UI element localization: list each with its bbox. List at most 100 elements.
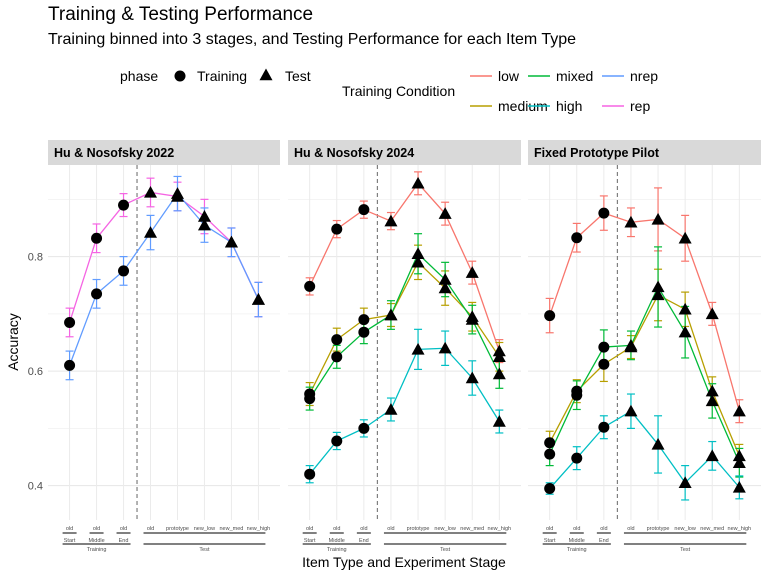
point-medium bbox=[651, 288, 665, 301]
facet-title: Hu & Nosofsky 2022 bbox=[54, 146, 174, 160]
x-tick-label: new_low bbox=[194, 526, 215, 532]
point-low bbox=[571, 232, 583, 244]
x-tick-label: new_med bbox=[220, 526, 244, 532]
point-mixed bbox=[624, 338, 638, 351]
point-rep bbox=[118, 199, 130, 211]
x-tick-label: new_high bbox=[728, 526, 752, 532]
point-rep bbox=[144, 185, 158, 198]
point-low bbox=[732, 404, 746, 417]
point-high bbox=[651, 437, 665, 450]
x-tick-label: old bbox=[147, 526, 154, 532]
point-medium bbox=[358, 314, 370, 326]
legend-label-high: high bbox=[556, 98, 582, 114]
point-high bbox=[358, 422, 370, 434]
series-line-mixed bbox=[603, 285, 740, 464]
legend-label-nrep: nrep bbox=[630, 68, 658, 84]
facet-title: Fixed Prototype Pilot bbox=[534, 146, 660, 160]
stage-label: Start bbox=[304, 538, 316, 544]
legend-label-low: low bbox=[498, 68, 520, 84]
x-tick-label: old bbox=[600, 526, 607, 532]
series-line-high bbox=[363, 347, 500, 429]
series-line-low bbox=[363, 182, 500, 352]
series-line-nrep bbox=[123, 192, 260, 300]
series-line-medium bbox=[363, 261, 500, 358]
stage-label: End bbox=[359, 538, 369, 544]
phase-label-training: Training bbox=[567, 547, 587, 553]
point-low bbox=[438, 207, 452, 219]
point-mixed bbox=[358, 326, 370, 338]
point-medium bbox=[598, 358, 610, 370]
y-axis-title: Accuracy bbox=[5, 313, 21, 371]
x-tick-label: old bbox=[306, 526, 313, 532]
point-mixed bbox=[384, 308, 398, 321]
point-mixed bbox=[304, 393, 316, 405]
x-tick-label: old bbox=[93, 526, 100, 532]
point-high bbox=[624, 404, 638, 417]
stage-label: End bbox=[119, 538, 129, 544]
point-high bbox=[571, 452, 583, 464]
x-tick-label: prototype bbox=[647, 526, 670, 532]
x-tick-label: old bbox=[546, 526, 553, 532]
point-low bbox=[304, 280, 316, 292]
x-tick-label: new_high bbox=[488, 526, 512, 532]
point-low bbox=[411, 176, 425, 189]
point-low bbox=[358, 204, 370, 216]
phase-label-test: Test bbox=[199, 547, 210, 553]
point-rep bbox=[91, 232, 103, 244]
point-high bbox=[384, 402, 398, 415]
stage-label: Middle bbox=[569, 538, 585, 544]
point-mixed bbox=[678, 325, 692, 338]
point-mixed bbox=[544, 448, 556, 460]
point-medium bbox=[705, 384, 719, 397]
point-mixed bbox=[438, 273, 452, 285]
point-rep bbox=[197, 210, 211, 222]
x-tick-label: old bbox=[66, 526, 73, 532]
point-mixed bbox=[492, 367, 506, 380]
series-line-medium bbox=[603, 294, 740, 457]
stage-label: Middle bbox=[88, 538, 104, 544]
point-low bbox=[598, 207, 610, 219]
point-low bbox=[331, 223, 343, 235]
x-tick-label: old bbox=[627, 526, 634, 532]
point-medium bbox=[544, 437, 556, 449]
point-mixed bbox=[732, 456, 746, 468]
stage-label: End bbox=[599, 538, 609, 544]
stage-label: Start bbox=[544, 538, 556, 544]
point-nrep bbox=[170, 187, 184, 199]
point-medium bbox=[678, 302, 692, 315]
x-tick-label: new_med bbox=[460, 526, 484, 532]
point-low bbox=[705, 307, 719, 320]
legend-label-mixed: mixed bbox=[556, 68, 593, 84]
x-tick-label: prototype bbox=[407, 526, 430, 532]
facet-strip bbox=[528, 140, 761, 165]
y-tick-label: 0.4 bbox=[28, 481, 43, 493]
point-mixed bbox=[705, 394, 719, 407]
legend-label-rep: rep bbox=[630, 98, 650, 114]
point-high bbox=[304, 468, 316, 480]
point-mixed bbox=[411, 247, 425, 259]
point-high bbox=[438, 341, 452, 354]
point-high bbox=[705, 449, 719, 462]
point-high bbox=[678, 476, 692, 488]
point-nrep bbox=[144, 226, 158, 238]
axes: old old old old prototype new_low new_med new_h… bbox=[5, 252, 751, 570]
legend-label-medium: medium bbox=[498, 98, 548, 114]
legend: phase Training Test Training Condition low mi… bbox=[120, 68, 658, 114]
point-high bbox=[411, 342, 425, 355]
point-high bbox=[732, 480, 746, 493]
point-nrep bbox=[91, 288, 103, 300]
x-tick-label: old bbox=[360, 526, 367, 532]
point-mixed bbox=[651, 280, 665, 293]
point-rep bbox=[64, 316, 76, 328]
plot-area: Hu & Nosofsky 2022 Hu & Nosofsky 2024 Fixe… bbox=[48, 140, 761, 520]
point-mixed bbox=[571, 389, 583, 401]
x-axis-title: Item Type and Experiment Stage bbox=[302, 554, 506, 570]
legend-circle-marker bbox=[174, 70, 186, 82]
y-tick-label: 0.6 bbox=[28, 366, 43, 378]
page-title: Training & Testing Performance bbox=[48, 4, 314, 25]
point-high bbox=[544, 483, 556, 495]
x-tick-label: new_low bbox=[674, 526, 695, 532]
y-tick-label: 0.8 bbox=[28, 252, 43, 264]
point-low bbox=[678, 231, 692, 244]
point-low bbox=[544, 310, 556, 322]
